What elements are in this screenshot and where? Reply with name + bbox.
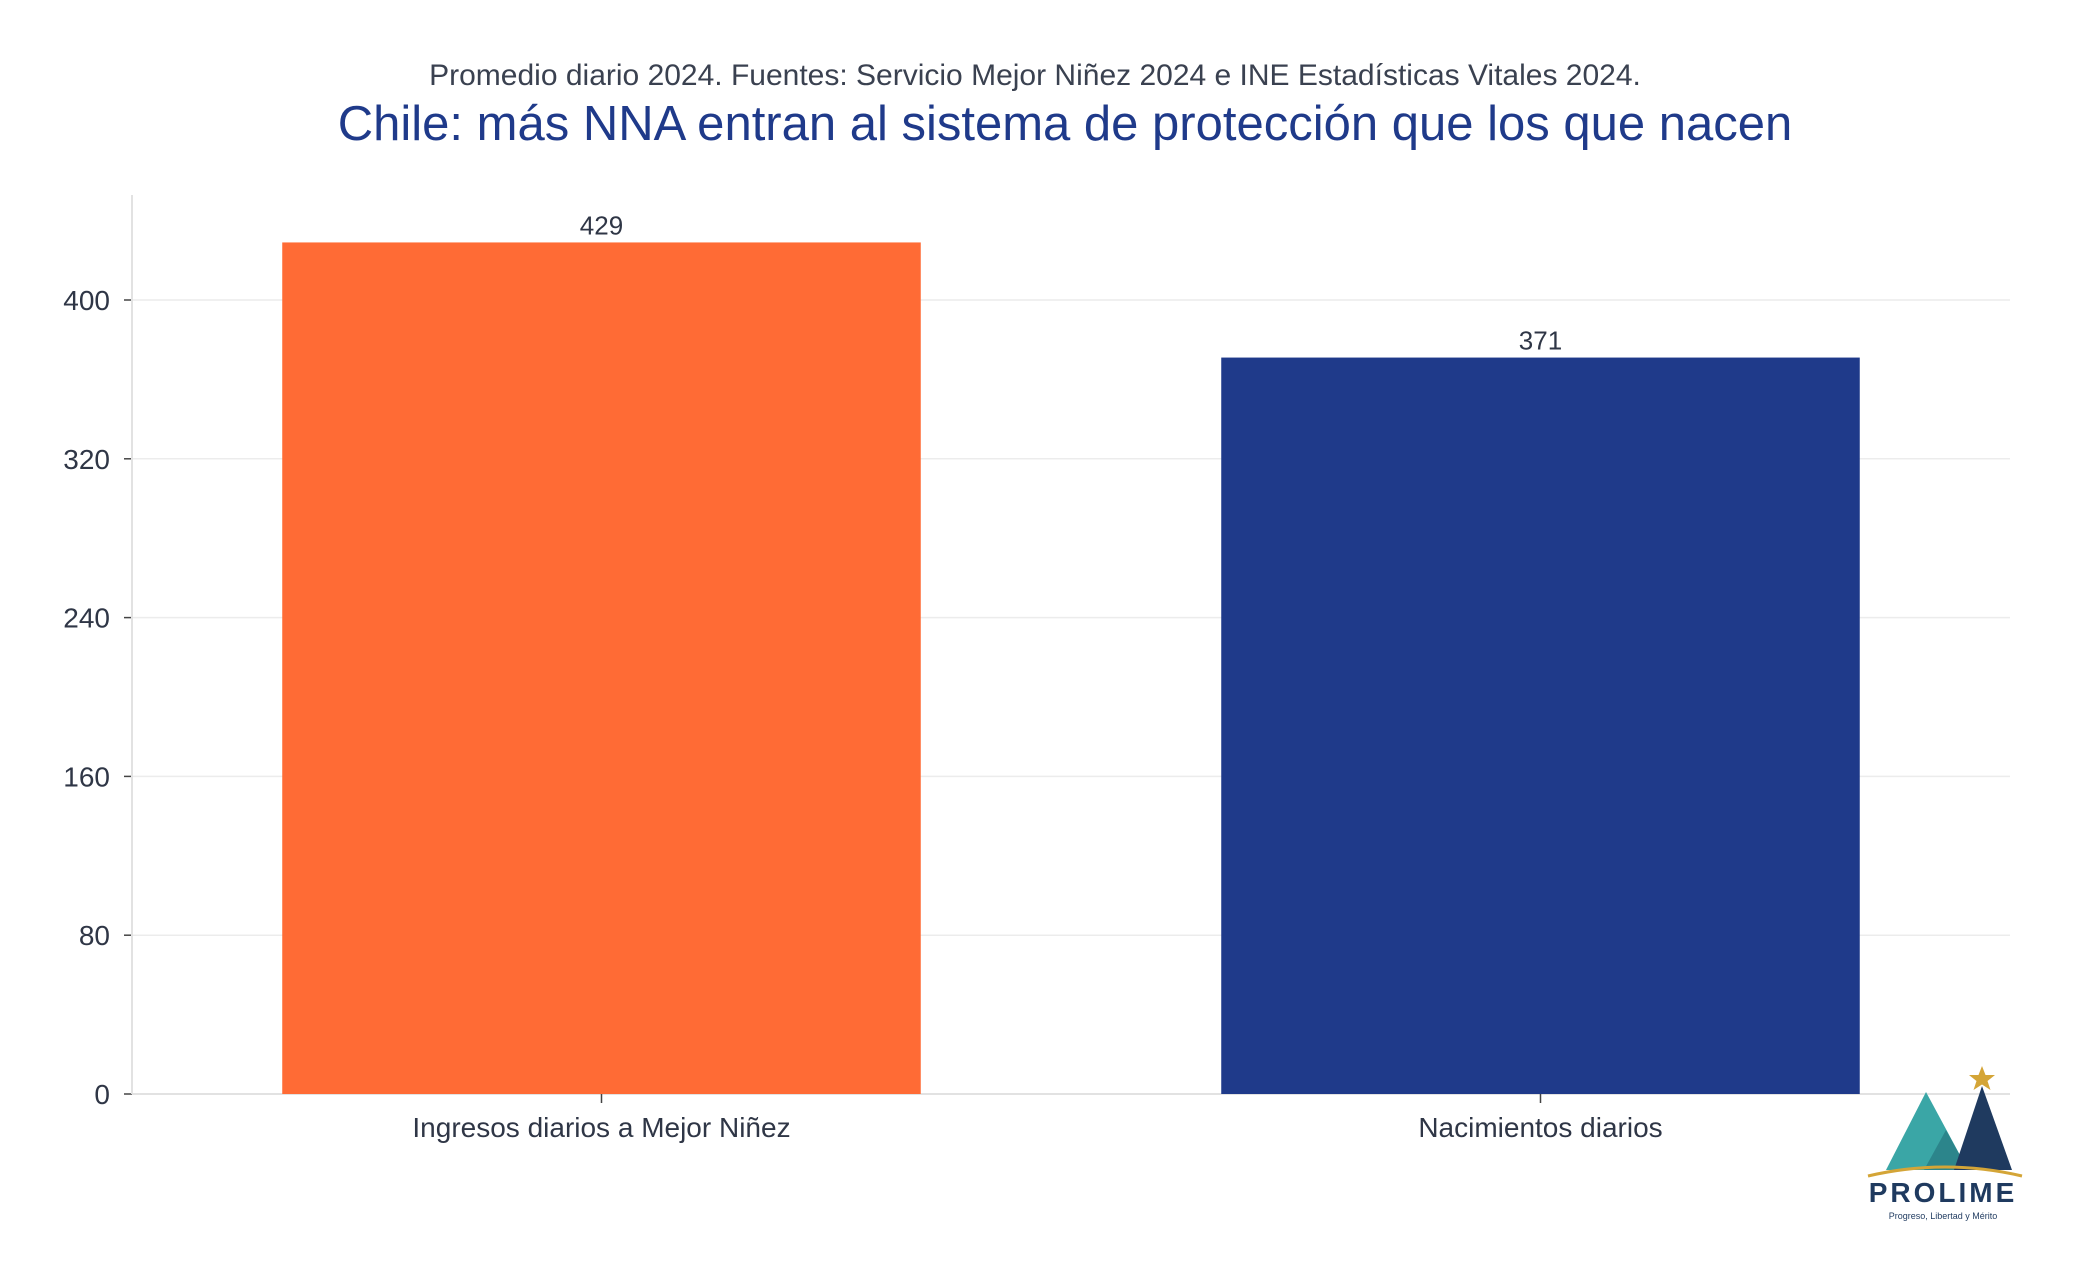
data-label: 371 — [1519, 326, 1562, 356]
chart-subtitle: Promedio diario 2024. Fuentes: Servicio … — [429, 59, 1641, 92]
logo-star-icon — [1969, 1066, 1995, 1090]
logo-arc — [1867, 1165, 2023, 1178]
chart-title: Chile: más NNA entran al sistema de prot… — [338, 97, 1792, 151]
logo-navy-peak — [1954, 1086, 2012, 1170]
y-tick-label: 320 — [63, 444, 110, 475]
y-tick-label: 0 — [94, 1079, 110, 1110]
x-tick-label: Ingresos diarios a Mejor Niñez — [412, 1112, 790, 1143]
logo-tagline: Progreso, Libertad y Mérito — [1889, 1211, 1998, 1221]
x-tick-label: Nacimientos diarios — [1418, 1112, 1662, 1143]
bar — [282, 242, 921, 1094]
bars — [282, 242, 1860, 1094]
logo-name: PROLIME — [1869, 1177, 2018, 1208]
data-labels: 429 371 — [580, 210, 1562, 355]
y-tick-label: 160 — [63, 761, 110, 792]
prolime-logo: PROLIME Progreso, Libertad y Mérito — [1867, 1066, 2023, 1221]
logo-dark-teal-peak — [1924, 1130, 1968, 1170]
y-tick-label: 240 — [63, 603, 110, 634]
y-tick-label: 400 — [63, 285, 110, 316]
bar — [1221, 357, 1860, 1094]
data-label: 429 — [580, 210, 623, 240]
y-tick-label: 80 — [79, 920, 110, 951]
